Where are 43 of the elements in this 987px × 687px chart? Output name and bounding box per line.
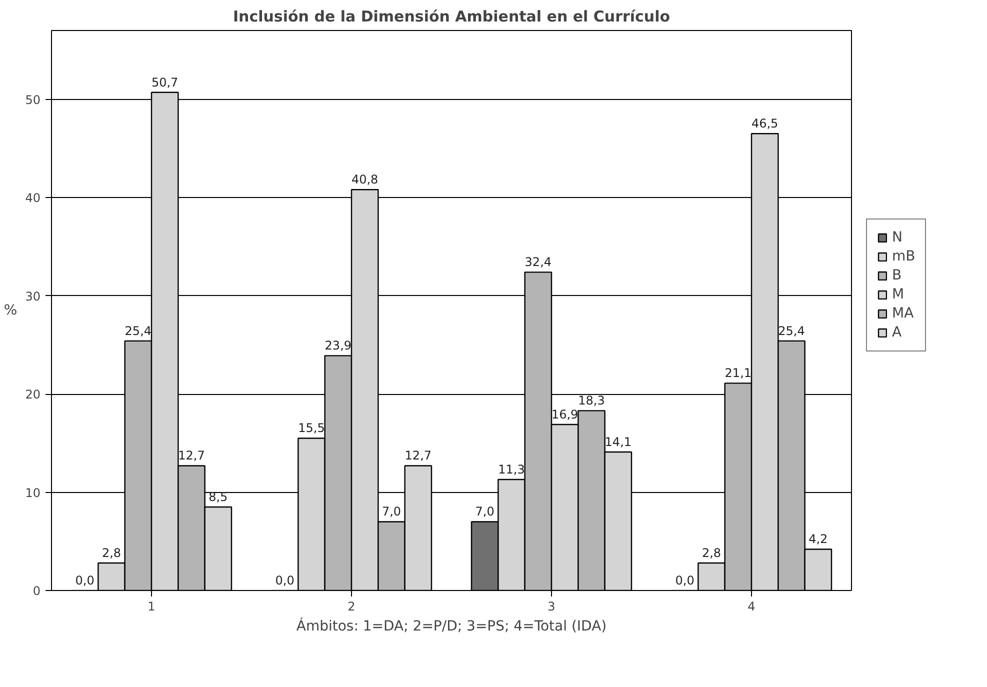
x-tick-label: 4 <box>748 600 756 614</box>
y-tick-label: 20 <box>25 388 41 402</box>
x-tick-label: 1 <box>148 600 156 614</box>
data-label: 2,8 <box>702 546 722 560</box>
x-axis-title: Ámbitos: 1=DA; 2=P/D; 3=PS; 4=Total (IDA) <box>296 618 607 634</box>
x-tick-label: 2 <box>348 600 356 614</box>
data-label: 32,4 <box>524 255 552 270</box>
data-label: 12,7 <box>404 448 432 463</box>
legend-label: M <box>892 286 906 302</box>
y-axis-title: % <box>4 302 18 318</box>
data-label: 21,1 <box>724 366 752 380</box>
data-label: 12,7 <box>178 448 205 463</box>
data-label: 7,0 <box>475 504 494 519</box>
legend-label: B <box>892 267 903 284</box>
data-label: 4,2 <box>808 532 828 546</box>
data-label: 11,3 <box>498 462 525 476</box>
data-label: 0,0 <box>675 574 694 588</box>
y-tick-label: 10 <box>25 486 41 500</box>
data-label: 18,3 <box>578 394 605 408</box>
x-tick-label: 3 <box>548 600 556 614</box>
data-label: 8,5 <box>208 490 228 504</box>
legend-label: mB <box>892 248 916 264</box>
legend-label: N <box>892 229 904 246</box>
data-label: 23,9 <box>324 338 352 353</box>
y-tick-label: 30 <box>25 289 41 304</box>
data-label: 46,5 <box>751 116 778 131</box>
data-label: 14,1 <box>604 434 632 449</box>
data-label: 0,0 <box>75 574 94 588</box>
y-tick-label: 40 <box>25 191 41 206</box>
legend-label: A <box>892 324 903 340</box>
data-label: 25,4 <box>778 324 805 338</box>
data-label: 7,0 <box>382 504 402 519</box>
data-label: 50,7 <box>151 75 178 90</box>
data-label: 15,5 <box>298 421 325 436</box>
y-tick-label: 0 <box>32 584 41 598</box>
data-label: 0,0 <box>275 574 294 588</box>
data-label: 16,9 <box>551 407 578 422</box>
legend-label: MA <box>892 305 914 322</box>
data-label: 40,8 <box>351 172 378 187</box>
data-label: 25,4 <box>124 324 152 338</box>
y-tick-label: 50 <box>25 92 41 107</box>
data-label: 2,8 <box>102 546 122 560</box>
chart-title: Inclusión de la Dimensión Ambiental en el Currículo <box>232 8 670 26</box>
